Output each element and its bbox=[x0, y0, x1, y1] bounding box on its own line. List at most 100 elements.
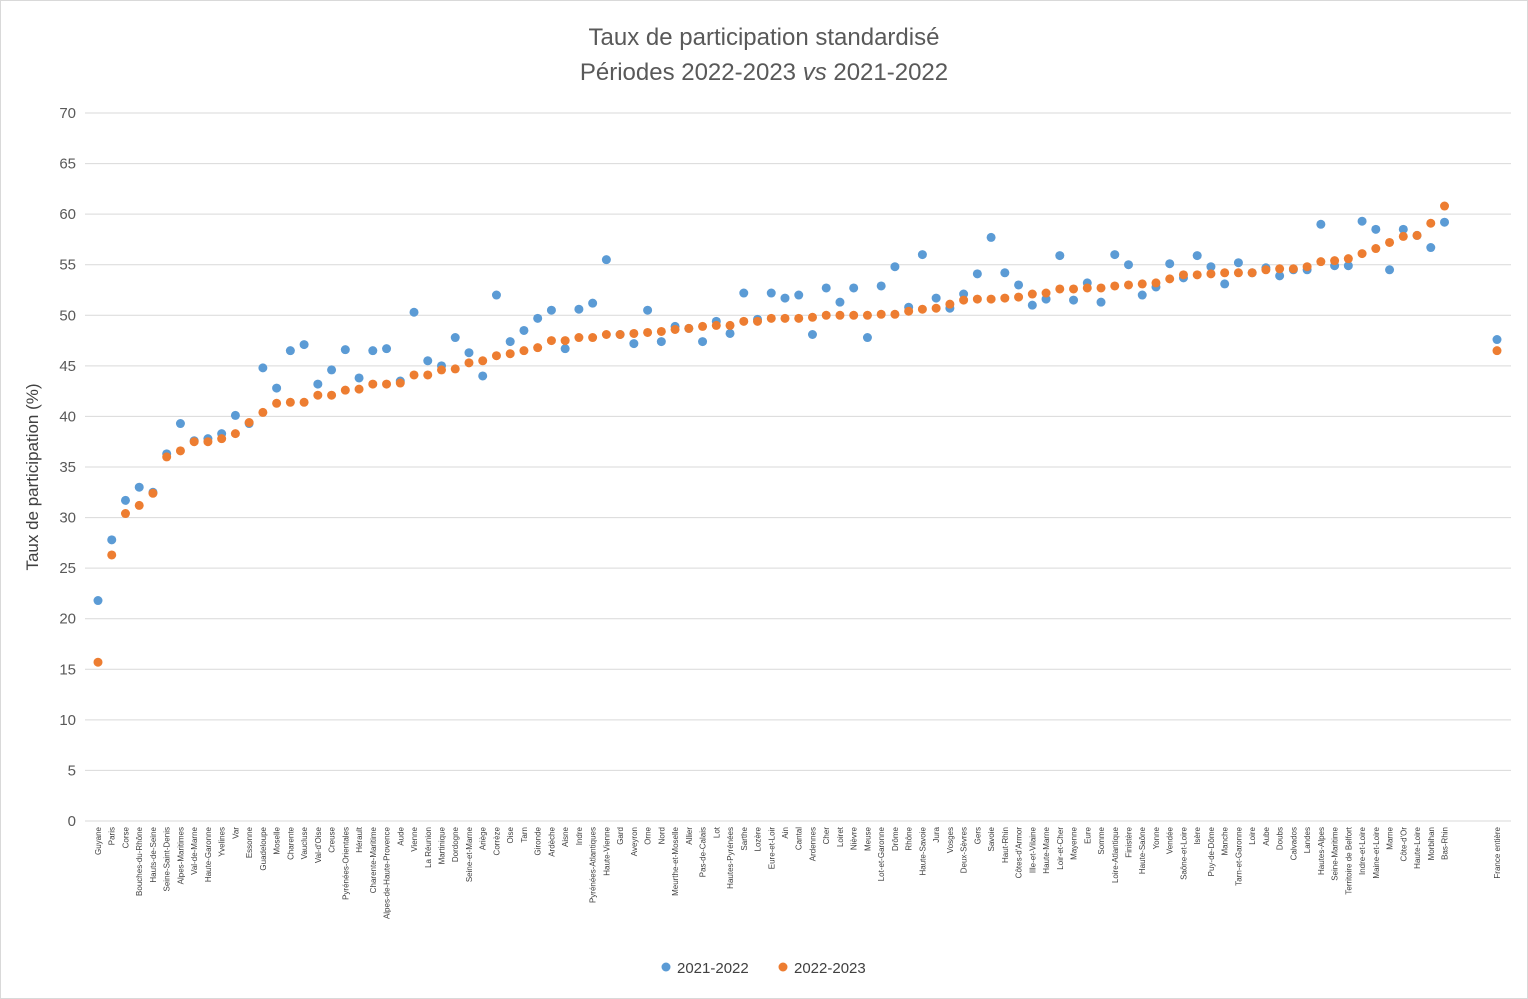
point-2021-2022 bbox=[313, 379, 323, 389]
x-tick-label: Haute-Marne bbox=[1042, 826, 1051, 873]
point-2022-2023 bbox=[189, 437, 199, 447]
point-2022-2023 bbox=[959, 295, 969, 305]
point-2021-2022 bbox=[1096, 297, 1106, 307]
point-2021-2022 bbox=[1206, 262, 1216, 272]
point-2022-2023 bbox=[656, 326, 666, 336]
point-2022-2023 bbox=[766, 313, 776, 323]
point-2021-2022 bbox=[574, 304, 584, 314]
point-2021-2022 bbox=[890, 262, 900, 272]
x-tick-label: Jura bbox=[932, 826, 941, 842]
point-2021-2022 bbox=[1275, 271, 1285, 281]
x-tick-label: Drôme bbox=[891, 826, 900, 851]
point-2021-2022 bbox=[601, 255, 611, 265]
x-tick-label: Sarthe bbox=[740, 826, 749, 850]
point-2022-2023 bbox=[1426, 218, 1436, 228]
point-2022-2023 bbox=[1178, 270, 1188, 280]
x-tick-label: Saône-et-Loire bbox=[1179, 826, 1188, 879]
x-tick-label: Territoire de Belfort bbox=[1344, 826, 1353, 894]
point-2022-2023 bbox=[1247, 268, 1257, 278]
x-tick-label: Nièvre bbox=[850, 826, 859, 850]
x-tick-label: Gers bbox=[973, 827, 982, 844]
x-tick-label: Gironde bbox=[534, 826, 543, 855]
point-2021-2022 bbox=[533, 313, 543, 323]
x-tick-label: Oise bbox=[506, 826, 515, 843]
x-tick-label: Lozère bbox=[754, 826, 763, 851]
point-2022-2023 bbox=[739, 316, 749, 326]
x-tick-label: Nord bbox=[657, 827, 666, 844]
x-tick-label: Lot-et-Garonne bbox=[877, 826, 886, 881]
point-2021-2022 bbox=[1316, 219, 1326, 229]
y-tick-label: 5 bbox=[68, 762, 76, 779]
point-2022-2023 bbox=[1440, 201, 1450, 211]
point-2021-2022 bbox=[917, 250, 927, 260]
point-2022-2023 bbox=[574, 333, 584, 343]
point-2022-2023 bbox=[437, 365, 446, 375]
x-tick-label: Indre bbox=[575, 826, 584, 845]
y-tick-label: 20 bbox=[59, 611, 76, 628]
y-tick-label: 10 bbox=[59, 712, 76, 729]
point-2022-2023 bbox=[382, 379, 392, 389]
x-tick-label: Val-de-Marne bbox=[190, 826, 199, 874]
x-tick-label: Haute-Garonne bbox=[204, 826, 213, 882]
point-2021-2022 bbox=[1440, 217, 1450, 227]
chart-title: Taux de participation standardisé bbox=[589, 24, 940, 51]
x-tick-label: Ille-et-Vilaine bbox=[1028, 826, 1037, 873]
point-2021-2022 bbox=[1343, 261, 1353, 271]
point-2022-2023 bbox=[395, 378, 405, 388]
point-2022-2023 bbox=[1000, 293, 1010, 303]
legend-marker-2021-2022 bbox=[661, 962, 671, 972]
y-tick-label: 40 bbox=[59, 408, 76, 425]
x-tick-label: Yonne bbox=[1152, 826, 1161, 849]
y-tick-label: 30 bbox=[59, 510, 76, 527]
point-2022-2023 bbox=[368, 379, 378, 389]
point-2021-2022 bbox=[340, 345, 350, 355]
point-2022-2023 bbox=[1398, 231, 1408, 241]
point-2021-2022 bbox=[1110, 250, 1120, 260]
point-2021-2022 bbox=[409, 307, 419, 317]
point-2021-2022 bbox=[876, 281, 886, 291]
x-tick-label: Dordogne bbox=[451, 826, 460, 862]
y-tick-label: 15 bbox=[59, 661, 76, 678]
point-2021-2022 bbox=[698, 337, 708, 347]
point-2022-2023 bbox=[148, 488, 158, 498]
x-tick-label: Martinique bbox=[438, 826, 447, 864]
point-2022-2023 bbox=[890, 309, 900, 319]
point-2021-2022 bbox=[780, 293, 790, 303]
x-tick-label: Aube bbox=[1262, 826, 1271, 845]
point-2022-2023 bbox=[1412, 230, 1422, 240]
point-2022-2023 bbox=[1014, 292, 1024, 302]
x-tick-label: Tarn-et-Garonne bbox=[1234, 826, 1243, 885]
point-2021-2022 bbox=[478, 371, 488, 381]
point-2021-2022 bbox=[862, 333, 872, 343]
point-2021-2022 bbox=[794, 290, 804, 300]
point-2022-2023 bbox=[643, 327, 653, 337]
chart-subtitle: Périodes 2022-2023 vs 2021-2022 bbox=[580, 59, 948, 86]
point-2022-2023 bbox=[1055, 284, 1065, 294]
point-2022-2023 bbox=[780, 313, 790, 323]
point-2022-2023 bbox=[340, 385, 350, 395]
point-2021-2022 bbox=[849, 283, 859, 293]
y-axis-label: Taux de participation (%) bbox=[23, 383, 42, 570]
gridlines bbox=[85, 112, 1511, 822]
y-tick-label: 25 bbox=[59, 560, 76, 577]
point-2021-2022 bbox=[258, 363, 268, 373]
x-tick-label: Eure bbox=[1083, 826, 1092, 843]
point-2022-2023 bbox=[835, 310, 845, 320]
point-2022-2023 bbox=[1316, 257, 1326, 267]
point-2021-2022 bbox=[299, 340, 309, 350]
point-2021-2022 bbox=[1027, 300, 1037, 310]
x-tick-label: Bas-Rhin bbox=[1441, 827, 1450, 860]
point-2022-2023 bbox=[615, 330, 625, 340]
point-2021-2022 bbox=[1000, 268, 1010, 278]
point-2022-2023 bbox=[505, 349, 515, 359]
x-tick-label: Hérault bbox=[355, 826, 364, 853]
point-2021-2022 bbox=[546, 305, 556, 315]
x-tick-label: Aude bbox=[396, 826, 405, 845]
x-tick-label: Pyrénées-Atlantiques bbox=[589, 827, 598, 903]
point-2022-2023 bbox=[1233, 268, 1243, 278]
point-2021-2022 bbox=[423, 356, 433, 366]
point-2021-2022 bbox=[1069, 295, 1079, 305]
point-2021-2022 bbox=[450, 333, 460, 343]
point-2022-2023 bbox=[711, 320, 721, 330]
x-tick-label: Maine-et-Loire bbox=[1372, 826, 1381, 878]
